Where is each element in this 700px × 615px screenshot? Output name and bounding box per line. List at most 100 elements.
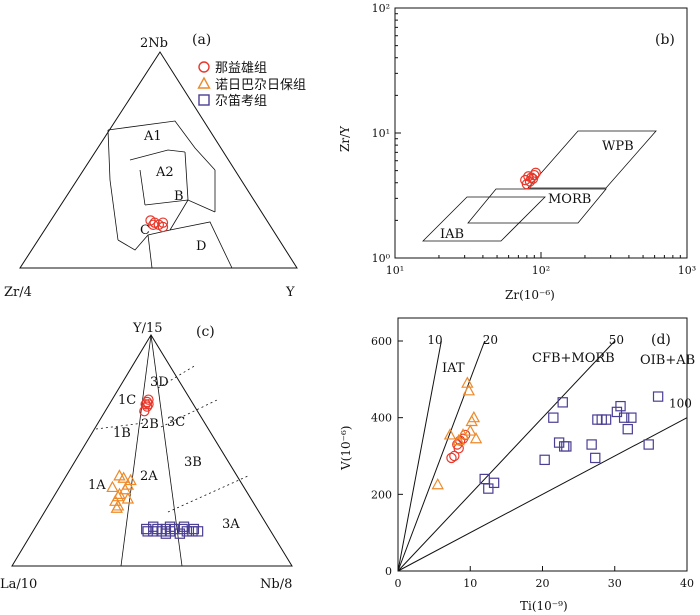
ratio-line <box>397 340 616 572</box>
data-point-circle <box>143 394 154 405</box>
tick-label: 10³ <box>678 264 696 277</box>
field-label-a: C <box>140 223 150 238</box>
data-point-square <box>622 423 633 435</box>
apex-label-left-c: La/10 <box>0 577 37 592</box>
data-point-triangle <box>431 478 444 490</box>
field-boundary-c-dotted <box>95 422 145 430</box>
field-label-b: WPB <box>602 139 634 154</box>
data-layer-b <box>520 167 541 190</box>
ratio-line <box>397 340 486 572</box>
data-point-triangle <box>467 410 481 423</box>
data-point-triangle <box>117 471 130 483</box>
tick-label: 10² <box>532 264 550 277</box>
panel-a: (a) 2Nb Zr/4 Y A1 A2 B C D 那益雄组 诺日巴尕日保组 … <box>4 32 306 300</box>
data-point-square <box>148 521 159 532</box>
data-point-triangle <box>452 433 465 446</box>
field-boundary-a <box>139 169 146 206</box>
data-point-circle <box>446 452 457 464</box>
field-label-a: A1 <box>143 129 162 144</box>
field-label-c: 1B <box>113 426 131 441</box>
tick-label: 400 <box>371 412 392 425</box>
data-point-square <box>643 439 654 450</box>
legend-square-marker <box>198 94 210 106</box>
data-point-square <box>557 397 568 408</box>
y-axis-label-b: Zr/Y <box>338 125 352 152</box>
data-point-circle <box>527 173 539 185</box>
field-label-c: 3C <box>167 415 185 430</box>
data-point-triangle <box>109 494 122 506</box>
tick-label: 0 <box>385 565 392 578</box>
data-point-square <box>652 391 664 402</box>
data-point-square <box>483 483 494 494</box>
data-point-square <box>600 414 612 425</box>
panel-label-c: (c) <box>196 324 215 340</box>
data-point-triangle <box>121 492 135 504</box>
field-label-d: OIB+AB <box>640 353 695 368</box>
apex-label-left-a: Zr/4 <box>4 285 32 300</box>
field-label-c: 3B <box>184 455 202 470</box>
tick-label: 30 <box>608 577 622 590</box>
data-point-circle <box>524 176 536 187</box>
data-point-square <box>192 526 204 537</box>
field-label-a: A2 <box>155 165 174 180</box>
tick-label: 40 <box>680 577 694 590</box>
data-point-circle <box>449 450 460 462</box>
field-label-a: D <box>196 239 206 254</box>
tick-label: 10¹ <box>386 264 404 277</box>
apex-label-top-c: Y/15 <box>132 321 163 336</box>
data-point-square <box>141 523 152 535</box>
field-boundary-a <box>184 151 189 201</box>
plot-frame-b <box>394 7 688 259</box>
panel-label-b: (b) <box>655 32 675 48</box>
data-point-triangle <box>464 424 477 436</box>
x-axis-label-b: Zr(10⁻⁶) <box>505 288 555 302</box>
legend-label: 那益雄组 <box>215 61 267 76</box>
data-point-square <box>626 412 637 423</box>
panel-c: (c) Y/15 La/10 Nb/8 1A 1B 1C 2A 2B 3A 3B… <box>0 321 293 592</box>
tick-label: 10¹ <box>372 127 390 140</box>
data-point-triangle <box>110 501 123 513</box>
apex-label-right-c: Nb/8 <box>260 577 292 592</box>
data-point-triangle <box>465 414 478 427</box>
field-boundary-c <box>120 334 152 567</box>
data-layer-a <box>145 215 169 233</box>
field-label-c: 3D <box>150 375 169 390</box>
tick-label: 0 <box>395 577 402 590</box>
data-point-circle <box>139 406 150 417</box>
field-label-c: 2A <box>140 469 158 484</box>
field-boundary-c-dotted <box>167 475 249 513</box>
ratio-line-label: 20 <box>483 333 498 347</box>
data-point-circle <box>453 443 464 454</box>
ratio-lines-d: 10 20 50 100 <box>397 333 692 572</box>
field-label-d: IAT <box>442 361 465 376</box>
field-label-c: 3A <box>222 517 240 532</box>
data-layer-d <box>431 376 664 494</box>
ratio-line-label: 10 <box>427 333 442 347</box>
data-point-circle <box>148 219 159 230</box>
field-morb <box>467 188 607 224</box>
legend-label: 尕笛考组 <box>215 93 267 109</box>
ratio-line-label: 100 <box>669 397 692 411</box>
field-boundary-a <box>169 221 233 269</box>
data-point-square <box>187 526 198 537</box>
ternary-frame-c <box>11 334 293 567</box>
field-label-b: IAB <box>440 227 464 242</box>
field-label-c: 1C <box>118 393 136 408</box>
data-point-circle <box>157 221 169 233</box>
field-wpb <box>527 130 657 189</box>
y-axis-label-d: V(10⁻⁶) <box>339 426 353 471</box>
field-boundary-a <box>169 199 189 231</box>
field-label-d: CFB+MORB <box>532 351 615 366</box>
tick-label: 20 <box>536 577 550 590</box>
field-boundary-a <box>129 149 186 161</box>
apex-label-right-a: Y <box>285 285 295 300</box>
data-point-circle <box>530 167 541 179</box>
panel-label-d: (d) <box>651 332 671 348</box>
ratio-line <box>397 340 442 572</box>
legend-label: 诺日巴尕日保组 <box>215 78 306 93</box>
tick-label: 10⁰ <box>372 252 391 265</box>
